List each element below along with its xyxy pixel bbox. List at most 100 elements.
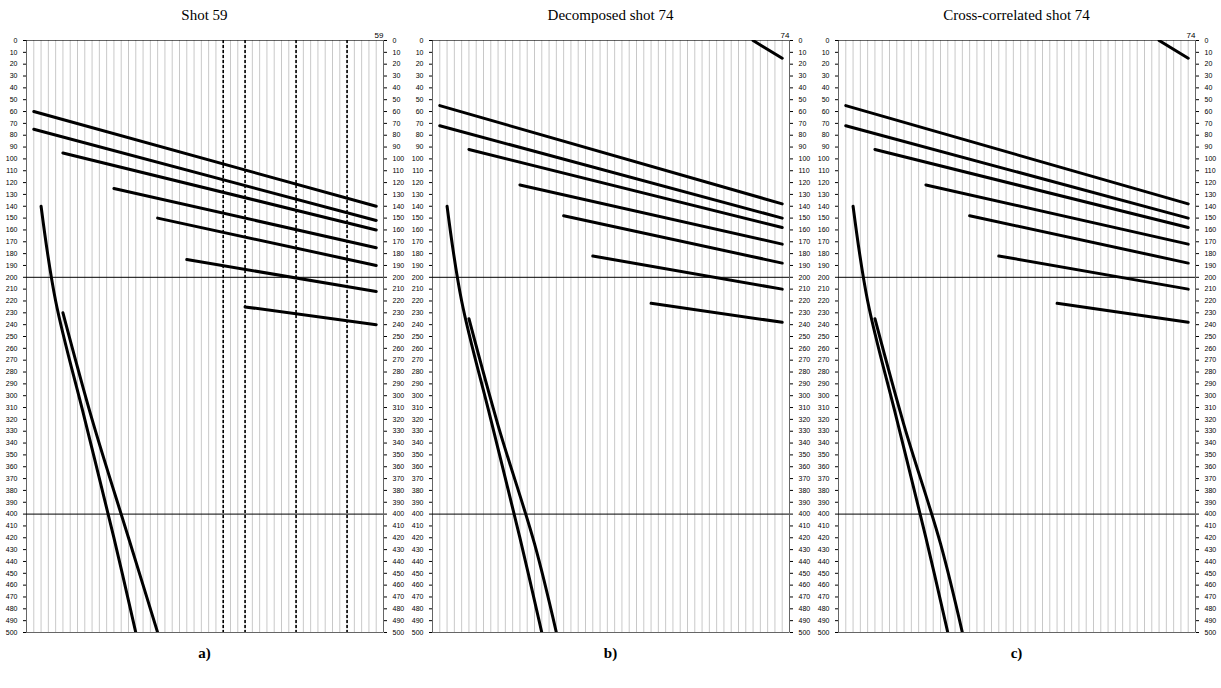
svg-text:330: 330 <box>6 427 18 434</box>
svg-text:20: 20 <box>416 60 424 67</box>
svg-text:300: 300 <box>412 392 424 399</box>
svg-text:240: 240 <box>393 321 405 328</box>
svg-text:140: 140 <box>1205 203 1217 210</box>
svg-text:240: 240 <box>6 321 18 328</box>
svg-text:490: 490 <box>799 617 811 624</box>
svg-text:300: 300 <box>799 392 811 399</box>
svg-text:0: 0 <box>826 37 830 44</box>
svg-text:120: 120 <box>393 179 405 186</box>
svg-text:380: 380 <box>412 487 424 494</box>
svg-text:50: 50 <box>393 96 401 103</box>
svg-text:280: 280 <box>1205 368 1217 375</box>
svg-text:110: 110 <box>412 167 423 174</box>
svg-text:190: 190 <box>6 262 18 269</box>
svg-text:50: 50 <box>10 96 18 103</box>
svg-text:210: 210 <box>6 285 18 292</box>
svg-text:380: 380 <box>799 487 811 494</box>
svg-text:260: 260 <box>6 345 18 352</box>
svg-text:30: 30 <box>393 72 401 79</box>
svg-text:120: 120 <box>818 179 830 186</box>
svg-text:220: 220 <box>412 297 424 304</box>
svg-text:250: 250 <box>818 333 830 340</box>
svg-text:260: 260 <box>1205 345 1217 352</box>
svg-text:30: 30 <box>1205 72 1213 79</box>
svg-text:210: 210 <box>818 285 830 292</box>
svg-text:120: 120 <box>1205 179 1217 186</box>
svg-text:360: 360 <box>818 463 830 470</box>
svg-text:110: 110 <box>1205 167 1216 174</box>
svg-text:350: 350 <box>6 451 18 458</box>
svg-text:310: 310 <box>799 404 811 411</box>
svg-text:0: 0 <box>420 37 424 44</box>
svg-text:190: 190 <box>1205 262 1217 269</box>
svg-text:50: 50 <box>822 96 830 103</box>
svg-text:490: 490 <box>412 617 424 624</box>
svg-text:340: 340 <box>818 439 830 446</box>
svg-text:300: 300 <box>393 392 405 399</box>
svg-text:500: 500 <box>818 629 830 636</box>
svg-text:460: 460 <box>818 581 830 588</box>
svg-text:460: 460 <box>1205 581 1217 588</box>
svg-text:280: 280 <box>393 368 405 375</box>
svg-text:380: 380 <box>6 487 18 494</box>
svg-text:500: 500 <box>799 629 811 636</box>
svg-text:170: 170 <box>818 238 830 245</box>
svg-text:320: 320 <box>6 416 18 423</box>
svg-text:290: 290 <box>412 380 424 387</box>
svg-text:350: 350 <box>1205 451 1217 458</box>
svg-text:20: 20 <box>1205 60 1213 67</box>
svg-text:50: 50 <box>416 96 424 103</box>
svg-text:400: 400 <box>393 510 405 517</box>
svg-text:90: 90 <box>822 143 830 150</box>
svg-text:270: 270 <box>1205 356 1217 363</box>
svg-text:330: 330 <box>1205 427 1217 434</box>
svg-text:90: 90 <box>416 143 424 150</box>
svg-text:40: 40 <box>822 84 830 91</box>
svg-text:270: 270 <box>393 356 405 363</box>
svg-text:480: 480 <box>1205 605 1217 612</box>
svg-text:80: 80 <box>416 131 424 138</box>
svg-text:370: 370 <box>799 475 811 482</box>
svg-text:60: 60 <box>1205 108 1213 115</box>
svg-text:360: 360 <box>412 463 424 470</box>
svg-text:340: 340 <box>412 439 424 446</box>
svg-text:430: 430 <box>412 546 424 553</box>
svg-text:120: 120 <box>799 179 811 186</box>
svg-text:430: 430 <box>1205 546 1217 553</box>
svg-text:320: 320 <box>412 416 424 423</box>
svg-text:180: 180 <box>799 250 811 257</box>
svg-text:330: 330 <box>799 427 811 434</box>
svg-text:20: 20 <box>799 60 807 67</box>
svg-text:270: 270 <box>412 356 424 363</box>
svg-text:10: 10 <box>393 49 401 56</box>
svg-text:70: 70 <box>799 120 807 127</box>
svg-text:40: 40 <box>416 84 424 91</box>
svg-text:490: 490 <box>393 617 405 624</box>
svg-text:340: 340 <box>799 439 811 446</box>
svg-text:230: 230 <box>412 309 424 316</box>
svg-text:90: 90 <box>393 143 401 150</box>
svg-text:430: 430 <box>393 546 405 553</box>
svg-text:70: 70 <box>10 120 18 127</box>
svg-text:0: 0 <box>1205 37 1209 44</box>
svg-text:380: 380 <box>1205 487 1217 494</box>
svg-text:390: 390 <box>799 499 811 506</box>
svg-text:0: 0 <box>14 37 18 44</box>
svg-text:290: 290 <box>393 380 405 387</box>
svg-text:430: 430 <box>799 546 811 553</box>
svg-text:470: 470 <box>393 593 405 600</box>
svg-text:110: 110 <box>818 167 829 174</box>
svg-text:230: 230 <box>393 309 405 316</box>
svg-text:500: 500 <box>6 629 18 636</box>
svg-text:60: 60 <box>799 108 807 115</box>
svg-text:220: 220 <box>818 297 830 304</box>
svg-text:100: 100 <box>1205 155 1217 162</box>
svg-text:150: 150 <box>818 214 830 221</box>
svg-text:300: 300 <box>1205 392 1217 399</box>
svg-text:400: 400 <box>6 510 18 517</box>
svg-text:300: 300 <box>818 392 830 399</box>
svg-text:450: 450 <box>6 570 18 577</box>
svg-text:440: 440 <box>393 558 405 565</box>
svg-text:130: 130 <box>799 191 811 198</box>
svg-text:160: 160 <box>799 226 811 233</box>
